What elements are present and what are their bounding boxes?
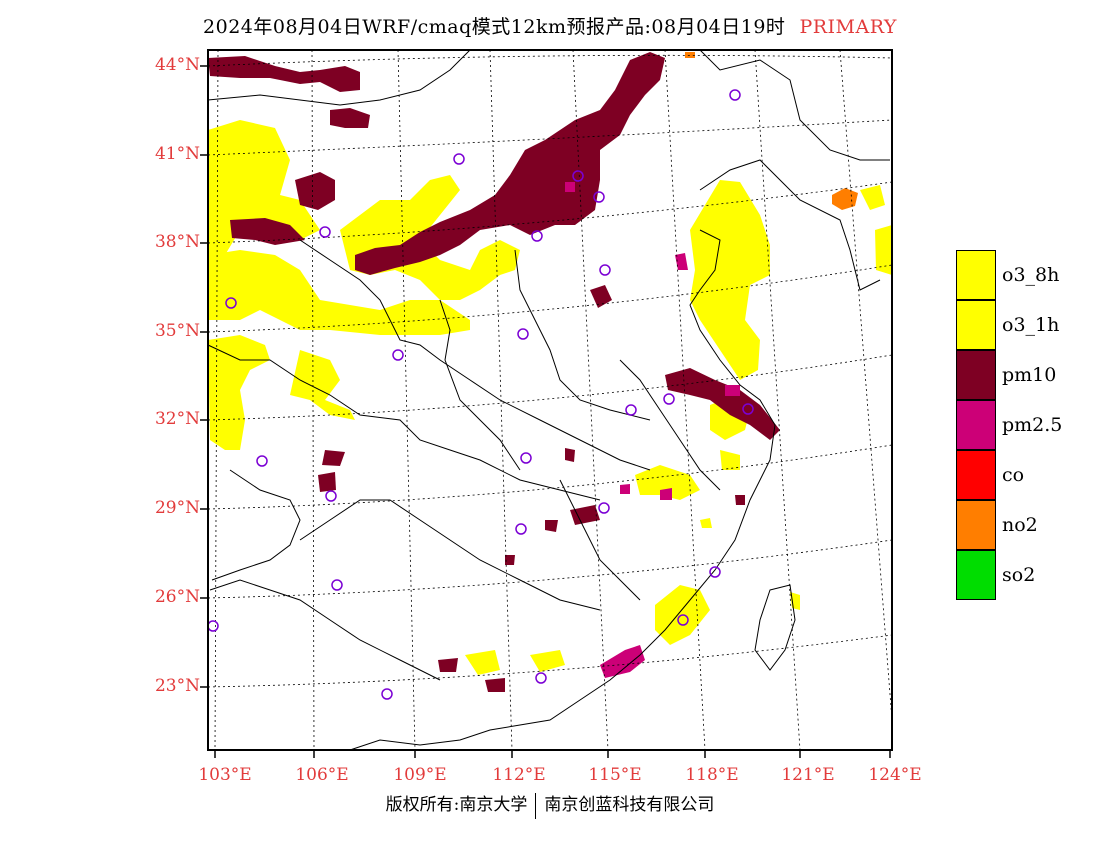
- lon-label: 103°E: [198, 765, 252, 785]
- lat-label: 32°N: [154, 409, 200, 429]
- map-title: 2024年08月04日WRF/cmaq模式12km预报产品:08月04日19时 P…: [0, 12, 1100, 39]
- map-frame: [207, 49, 893, 751]
- legend-swatch: [956, 450, 996, 500]
- footer-left: 版权所有:南京大学: [385, 795, 528, 815]
- legend-label: pm10: [1002, 364, 1057, 386]
- legend-label: no2: [1002, 514, 1038, 536]
- legend-swatch: [956, 350, 996, 400]
- lon-label: 124°E: [868, 765, 922, 785]
- lon-label: 106°E: [295, 765, 349, 785]
- no2-areas: [685, 52, 858, 210]
- legend-item-pm25: pm2.5: [956, 400, 1096, 450]
- legend-swatch: [956, 550, 996, 600]
- lon-label: 115°E: [588, 765, 642, 785]
- legend-swatch: [956, 400, 996, 450]
- legend-label: o3_8h: [1002, 264, 1060, 286]
- legend-item-o3-1h: o3_1h: [956, 300, 1096, 350]
- legend-item-no2: no2: [956, 500, 1096, 550]
- legend-swatch: [956, 500, 996, 550]
- legend-item-pm10: pm10: [956, 350, 1096, 400]
- lat-label: 41°N: [154, 144, 200, 164]
- lat-label: 35°N: [154, 321, 200, 341]
- lat-label: 26°N: [154, 587, 200, 607]
- lat-label: 29°N: [154, 498, 200, 518]
- pm10-areas: [208, 52, 780, 692]
- legend-item-o3-8h: o3_8h: [956, 250, 1096, 300]
- lon-label: 121°E: [781, 765, 835, 785]
- legend-item-so2: so2: [956, 550, 1096, 600]
- lon-label: 109°E: [393, 765, 447, 785]
- boundaries: [207, 49, 890, 751]
- lon-label: 118°E: [685, 765, 739, 785]
- title-text: 2024年08月04日WRF/cmaq模式12km预报产品:08月04日19时: [203, 16, 786, 38]
- axis-ticks: [200, 65, 891, 758]
- legend-label: pm2.5: [1002, 414, 1063, 436]
- footer-divider: [535, 792, 537, 819]
- legend-label: o3_1h: [1002, 314, 1060, 336]
- lat-label: 38°N: [154, 232, 200, 252]
- lon-label: 112°E: [492, 765, 546, 785]
- title-tag: PRIMARY: [799, 16, 897, 38]
- lat-label: 23°N: [154, 676, 200, 696]
- legend-item-co: co: [956, 450, 1096, 500]
- pm25-areas: [565, 182, 740, 678]
- legend-label: co: [1002, 464, 1025, 486]
- station-markers: [207, 89, 754, 700]
- copyright-footer: 版权所有:南京大学 南京创蓝科技有限公司: [0, 790, 1100, 819]
- legend-swatch: [956, 250, 996, 300]
- legend-label: so2: [1002, 564, 1036, 586]
- footer-right: 南京创蓝科技有限公司: [544, 795, 715, 815]
- legend-swatch: [956, 300, 996, 350]
- lat-label: 44°N: [154, 55, 200, 75]
